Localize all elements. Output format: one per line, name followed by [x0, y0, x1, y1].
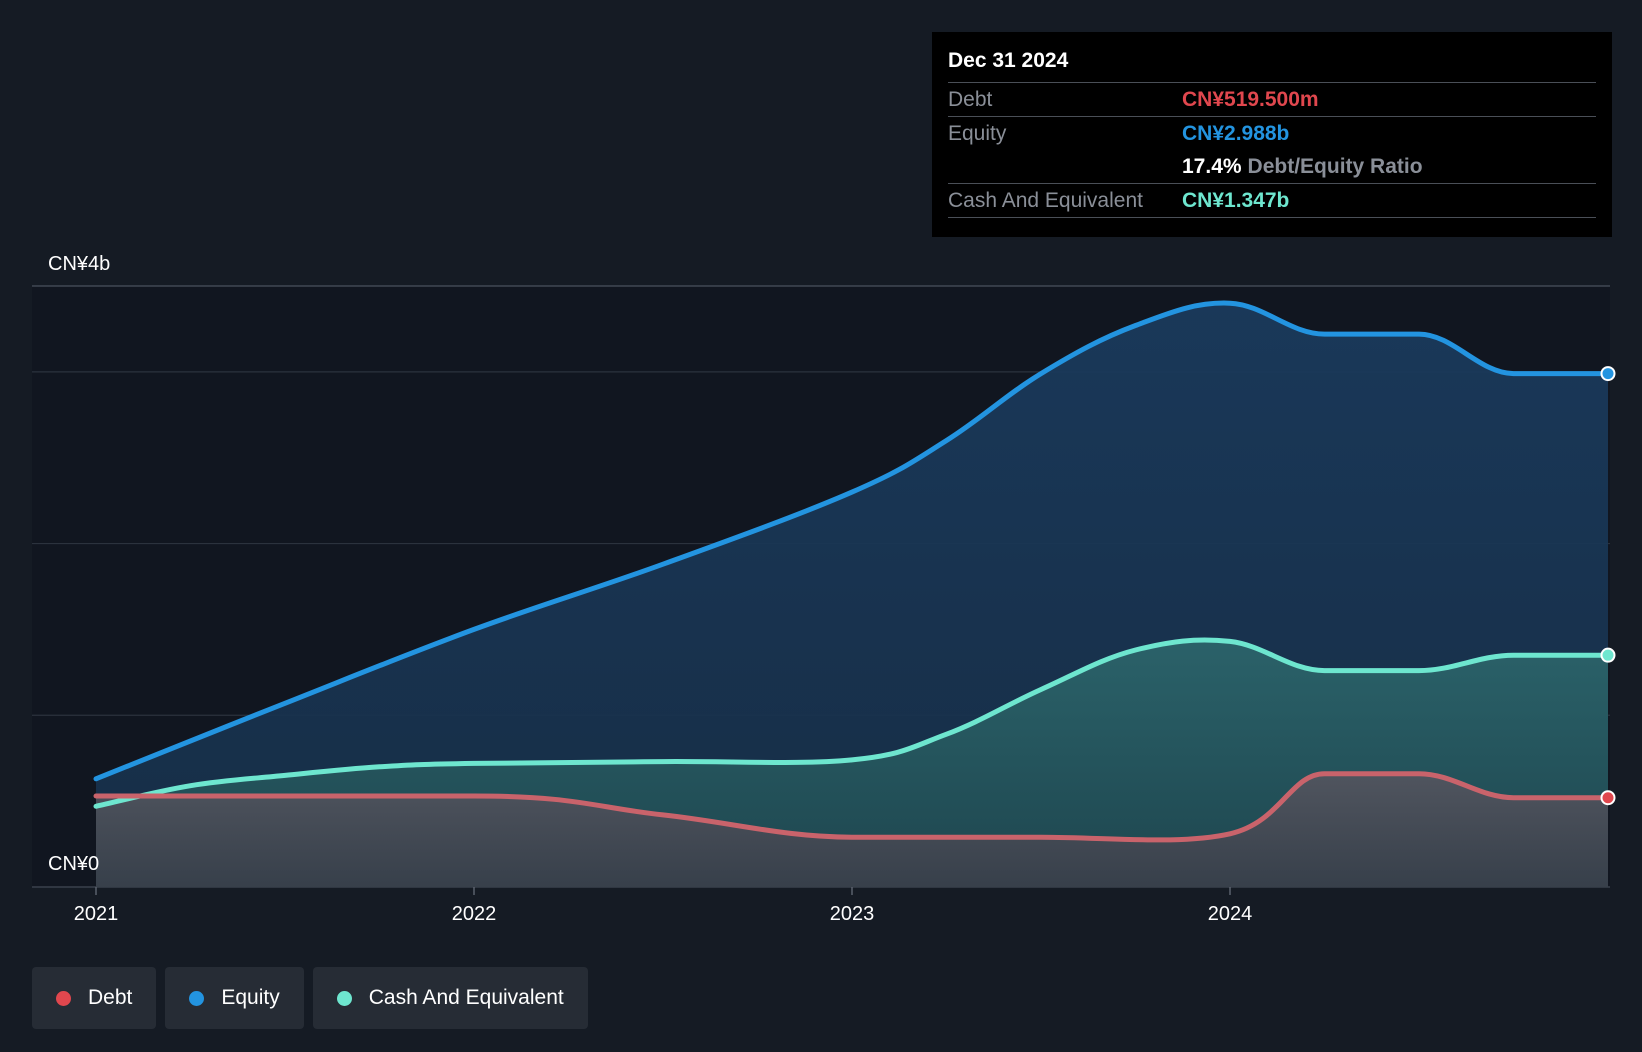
equity-line — [93, 300, 1611, 782]
tooltip-cash-label: Cash And Equivalent — [948, 188, 1143, 212]
x-tick-label: 2024 — [1208, 903, 1253, 925]
tooltip-cash-row: Cash And Equivalent CN¥1.347b — [948, 183, 1596, 218]
x-axis-ticks: 2021 2022 2023 2024 — [74, 887, 1253, 925]
y-axis-top-label: CN¥4b — [48, 253, 110, 275]
legend-cash-label: Cash And Equivalent — [368, 986, 564, 1009]
tooltip-ratio-value: 17.4% — [1182, 154, 1242, 178]
tooltip-date: Dec 31 2024 — [948, 49, 1069, 72]
debt-line — [93, 771, 1611, 843]
chart-legend: Debt Equity Cash And Equivalent — [32, 967, 588, 1029]
series-areas — [96, 303, 1608, 887]
debt-area — [96, 773, 1608, 887]
cash-end-marker — [1600, 647, 1616, 663]
legend-item-cash[interactable]: Cash And Equivalent — [312, 967, 588, 1029]
series-lines — [93, 300, 1611, 843]
tooltip-equity-value: CN¥2.988b — [1182, 121, 1290, 145]
cash-line — [93, 637, 1611, 809]
x-tick-label: 2021 — [74, 903, 119, 925]
series-end-markers — [1600, 366, 1616, 806]
legend-equity-label: Equity — [221, 986, 280, 1009]
debt-end-marker — [1600, 790, 1616, 806]
x-tick-label: 2022 — [452, 903, 497, 925]
tooltip-cash-value: CN¥1.347b — [1182, 188, 1290, 212]
tooltip-ratio-label: Debt/Equity Ratio — [1247, 154, 1423, 178]
y-axis-bottom-label: CN¥0 — [48, 853, 99, 875]
tooltip-equity-row: Equity CN¥2.988b — [948, 116, 1596, 150]
equity-end-marker — [1600, 366, 1616, 382]
tooltip-debt-row: Debt CN¥519.500m — [948, 82, 1596, 116]
tooltip-ratio-row: 17.4% Debt/Equity Ratio — [948, 150, 1596, 183]
legend-cash-dot-icon — [336, 990, 352, 1006]
legend-item-debt[interactable]: Debt — [32, 967, 157, 1029]
tooltip-debt-value: CN¥519.500m — [1182, 87, 1319, 111]
legend-debt-dot-icon — [56, 990, 71, 1006]
legend-equity-dot-icon — [189, 990, 205, 1006]
x-tick-label: 2023 — [830, 903, 875, 925]
tooltip-equity-label: Equity — [948, 121, 1007, 145]
tooltip-debt-label: Debt — [948, 87, 993, 111]
legend-item-equity[interactable]: Equity — [165, 967, 304, 1029]
data-tooltip: Dec 31 2024 Debt CN¥519.500m Equity CN¥2… — [932, 32, 1612, 237]
legend-debt-label: Debt — [88, 986, 133, 1009]
